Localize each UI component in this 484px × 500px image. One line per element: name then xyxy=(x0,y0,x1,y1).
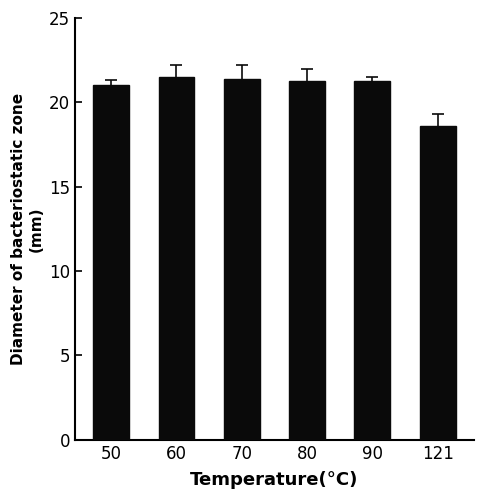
Bar xyxy=(419,126,455,440)
Bar xyxy=(224,79,259,440)
X-axis label: Temperature(°C): Temperature(°C) xyxy=(190,471,358,489)
Bar xyxy=(354,80,390,440)
Bar xyxy=(288,80,324,440)
Y-axis label: Diameter of bacteriostatic zone
(mm): Diameter of bacteriostatic zone (mm) xyxy=(11,93,44,365)
Bar xyxy=(93,84,129,440)
Bar xyxy=(158,77,194,440)
